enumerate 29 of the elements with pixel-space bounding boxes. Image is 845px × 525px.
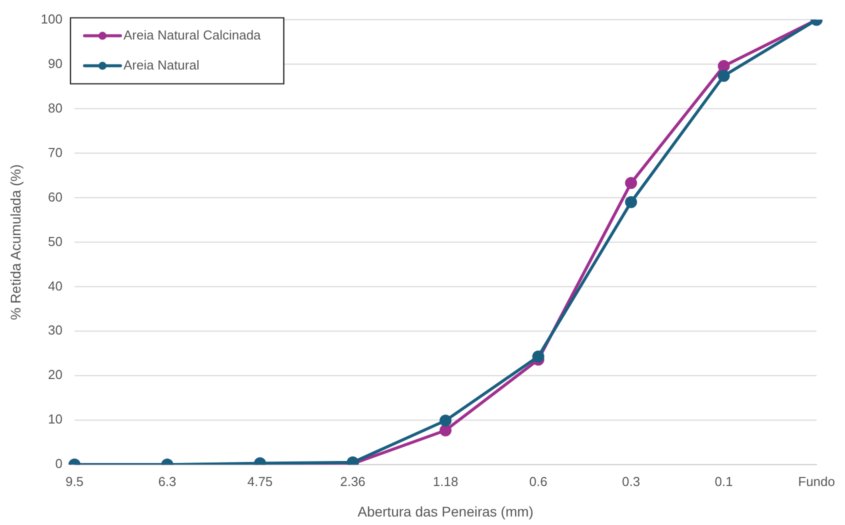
x-tick-label: 9.5 [65,474,84,489]
y-tick-label: 70 [48,144,62,160]
point [625,196,638,208]
y-tick-label: 60 [48,189,62,204]
y-tick-label: 40 [48,278,62,294]
x-tick-label: 0.3 [622,474,640,489]
y-tick-label: 80 [48,100,62,116]
point [532,350,544,363]
x-tick-label: Fundo [798,474,836,489]
x-tick-label: 2.36 [340,474,366,489]
x-tick-label: 0.1 [714,474,733,489]
x-axis-title: Abertura das Peneiras (mm) [358,503,534,520]
y-tick-label: 90 [48,56,62,71]
x-tick-label: 1.18 [432,474,458,489]
x-tick-label: 0.6 [529,474,548,489]
legend-label: Areia Natural [123,57,200,72]
y-tick-label: 100 [40,11,62,26]
y-tick-label: 50 [48,234,62,249]
y-tick-label: 10 [48,412,62,427]
legend-label: Areia Natural Calcinada [123,27,262,42]
y-tick-label: 0 [55,456,62,472]
x-tick-label: 6.3 [158,474,176,489]
y-tick-label: 20 [48,367,62,382]
y-tick-label: 30 [48,322,62,338]
x-tick-label: 4.75 [247,474,273,489]
point [625,177,638,190]
point [718,60,730,72]
point [718,70,730,82]
y-axis-title: % Retida Acumulada (%) [7,164,24,320]
